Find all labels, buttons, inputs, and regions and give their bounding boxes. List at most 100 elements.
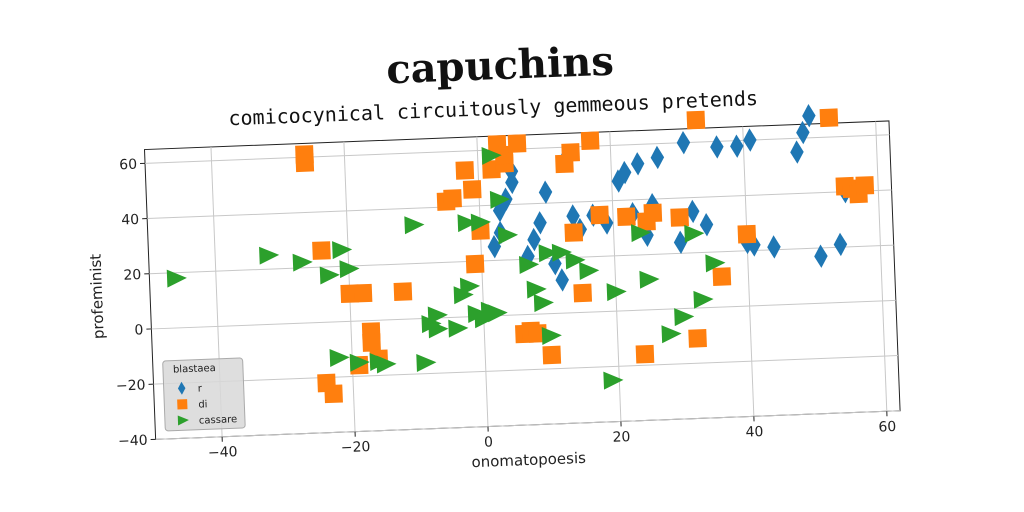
point-cassare: [526, 280, 547, 299]
point-di: [855, 176, 875, 195]
point-di: [462, 180, 482, 199]
x-axis-label: onomatopoesis: [471, 449, 586, 471]
point-cassare: [427, 306, 448, 325]
point-di: [507, 134, 527, 153]
point-r: [743, 128, 757, 152]
point-r: [673, 230, 688, 254]
y-tick-label: 20: [123, 267, 141, 284]
point-cassare: [292, 253, 313, 272]
point-r: [527, 227, 541, 252]
scatter-chart: −40 −20 0 20 40 60 −40 −20 0 20 40 60 onomatopoesis…: [86, 104, 901, 471]
x-tick-label: 60: [878, 419, 896, 436]
point-di: [686, 110, 706, 130]
point-cassare: [693, 290, 714, 309]
point-di: [590, 205, 610, 225]
point-r: [487, 234, 502, 259]
legend-label-r: r: [198, 383, 203, 394]
point-r: [802, 104, 816, 128]
point-cassare: [489, 190, 511, 209]
point-cassare: [639, 270, 660, 289]
point-di: [353, 283, 373, 303]
point-cassare: [474, 310, 495, 329]
point-cassare: [459, 277, 481, 296]
point-di: [635, 344, 655, 364]
legend-label-di: di: [198, 399, 208, 410]
point-cassare: [457, 214, 478, 233]
x-tick-label: −40: [208, 444, 238, 461]
point-di: [819, 108, 839, 128]
point-di: [737, 224, 757, 244]
x-grid-line: [609, 131, 622, 422]
chart-container: comicocynical circuitously gemmeous pret…: [73, 80, 927, 492]
point-di: [688, 329, 707, 348]
point-cassare: [481, 146, 502, 165]
legend-marker-r: [177, 381, 186, 395]
x-grid-line: [742, 126, 755, 417]
point-di: [712, 267, 732, 286]
point-di: [465, 254, 485, 274]
point-di: [324, 384, 343, 404]
point-cassare: [565, 251, 586, 270]
y-grid-line: [147, 189, 892, 220]
y-grid-line: [153, 355, 898, 385]
y-grid-line: [155, 410, 901, 440]
point-r: [790, 140, 804, 164]
point-di: [393, 282, 413, 301]
y-tick-label: 60: [119, 157, 137, 174]
point-cassare: [533, 294, 554, 313]
point-cassare: [470, 213, 491, 232]
point-di: [455, 161, 475, 180]
point-di: [561, 143, 580, 162]
point-r: [685, 199, 700, 224]
point-cassare: [487, 304, 508, 323]
y-tick-label: −40: [118, 433, 148, 450]
point-r: [533, 211, 547, 235]
x-tick-label: 40: [745, 424, 763, 441]
point-r: [630, 152, 645, 176]
y-axis-label: profeminist: [86, 253, 107, 339]
point-cassare: [579, 262, 600, 281]
y-tick-label: 40: [121, 212, 139, 229]
point-r: [833, 232, 848, 257]
point-r: [814, 244, 828, 268]
point-cassare: [259, 246, 280, 265]
point-cassare: [497, 226, 519, 245]
data-points: [166, 104, 875, 404]
point-di: [443, 189, 462, 208]
y-tick-label: −20: [116, 377, 146, 394]
point-cassare: [674, 308, 695, 327]
point-r: [796, 120, 810, 145]
point-r: [617, 160, 632, 185]
point-cassare: [332, 241, 353, 260]
point-di: [573, 283, 593, 303]
point-cassare: [349, 353, 370, 372]
point-r: [699, 213, 714, 237]
point-r: [548, 251, 562, 276]
point-r: [767, 235, 781, 259]
point-cassare: [551, 243, 572, 262]
legend-box: [162, 357, 246, 432]
legend-label-cassare: cassare: [199, 414, 238, 426]
point-r: [611, 169, 626, 193]
point-cassare: [166, 269, 187, 288]
point-r: [730, 134, 744, 158]
point-di: [643, 203, 663, 223]
point-cassare: [376, 355, 397, 374]
point-di: [564, 223, 584, 242]
point-cassare: [339, 260, 360, 279]
legend-marker-di: [177, 399, 188, 410]
point-cassare: [448, 319, 469, 338]
y-tick-label: 0: [134, 322, 144, 338]
x-tick-label: 0: [484, 434, 494, 450]
point-di: [295, 153, 315, 173]
point-r: [710, 135, 724, 159]
point-cassare: [519, 256, 540, 275]
point-r: [676, 130, 691, 155]
point-cassare: [541, 327, 562, 346]
point-cassare: [661, 325, 682, 344]
point-cassare: [630, 224, 652, 243]
point-di: [312, 241, 331, 260]
axis-ticks: −40 −20 0 20 40 60 −40 −20 0 20 40 60: [116, 157, 897, 462]
point-cassare: [453, 286, 474, 305]
legend-items: r di cassare: [177, 381, 238, 427]
